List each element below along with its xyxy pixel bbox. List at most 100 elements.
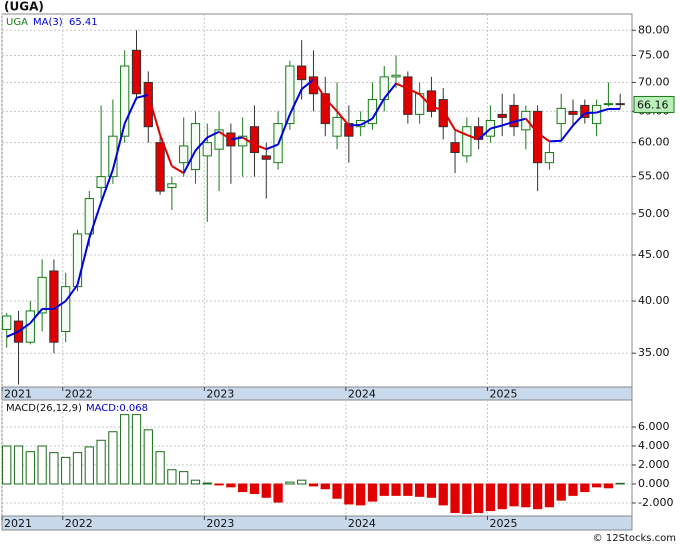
candle-body (403, 76, 413, 115)
ma-segment (477, 127, 492, 141)
macd-bar (509, 483, 519, 507)
ma-segment (100, 169, 114, 203)
macd-bar (367, 483, 378, 502)
ma-segment (136, 93, 149, 99)
x-tick-label: 2025 (489, 517, 517, 530)
ma-segment (6, 330, 19, 338)
macd-bar (415, 483, 425, 497)
y-tick-label: 50.00 (638, 207, 670, 220)
candle-body (450, 142, 460, 154)
macd-bar (544, 483, 555, 508)
ma-segment (206, 130, 220, 139)
y-tick-label: 2.000 (638, 458, 670, 471)
macd-bar (72, 452, 83, 485)
macd-bar (308, 483, 319, 487)
ma-segment (288, 88, 303, 115)
ma-segment (537, 132, 550, 143)
candle-body (391, 74, 401, 78)
x-tick-label: 2024 (348, 388, 376, 401)
candle-body (532, 110, 543, 164)
ma-segment (596, 108, 609, 114)
macd-bar (226, 483, 236, 488)
ma-segment (76, 237, 91, 286)
candle-body (497, 113, 507, 118)
ma-segment (360, 117, 373, 126)
macd-bar (37, 445, 47, 485)
macd-bar (297, 479, 307, 485)
macd-bar (61, 456, 71, 485)
ma-segment (324, 97, 338, 113)
candle-body (344, 123, 354, 137)
macd-bar (261, 483, 271, 498)
macd-bar (332, 483, 342, 499)
candle-body (155, 142, 165, 192)
macd-bar (497, 483, 507, 510)
ma-segment (501, 120, 515, 127)
y-tick-label: 0.000 (638, 477, 670, 490)
ma-segment (230, 136, 243, 141)
candle-body (261, 155, 271, 160)
ma-segment (182, 150, 197, 174)
ma-segment (159, 134, 173, 167)
macd-bar (485, 483, 496, 512)
macd-bar (167, 469, 177, 485)
last-price: 66.16 (637, 98, 669, 111)
plot-area (1, 13, 633, 388)
macd-bar (202, 482, 212, 485)
ma-segment (312, 79, 327, 99)
candle-body (96, 176, 106, 188)
ma-segment (53, 300, 67, 310)
y-tick-label: 45.00 (638, 248, 670, 261)
ma-segment (17, 322, 31, 333)
ma-segment (123, 97, 138, 125)
macd-bar (391, 483, 401, 496)
macd-bar (591, 483, 602, 488)
macd-bar (273, 483, 283, 503)
y-tick-label: 60.00 (638, 136, 670, 149)
candle-body (285, 65, 295, 125)
ma-segment (407, 87, 421, 96)
ma-segment (242, 136, 255, 146)
ma-segment (265, 143, 279, 151)
ma-segment (490, 124, 503, 130)
macd-bar (403, 483, 413, 496)
candle-body (603, 103, 614, 106)
macd-bar (580, 483, 590, 493)
macd-bar (25, 451, 35, 485)
macd-bar (96, 439, 106, 485)
candle-body (84, 198, 94, 235)
macd-bar (426, 483, 437, 498)
ma-segment (454, 128, 468, 136)
ma-segment (572, 112, 586, 127)
x-tick-label: 2021 (4, 517, 32, 530)
ma-segment (513, 117, 527, 123)
x-tick-label: 2024 (348, 517, 376, 530)
candle-body (179, 145, 189, 164)
macd-bar (120, 414, 130, 485)
ma-segment (29, 308, 43, 324)
ma-segment (111, 123, 126, 170)
candle-body (568, 110, 578, 115)
candle-body (249, 126, 260, 154)
macd-bar (556, 483, 566, 501)
macd-bar (356, 483, 366, 506)
candle-body (615, 103, 625, 106)
candle-body (72, 233, 83, 288)
candle-body (131, 49, 142, 95)
candle-body (462, 126, 472, 157)
candle-body (167, 183, 177, 188)
macd-bar (155, 451, 165, 485)
macd-bar (143, 429, 153, 485)
ma-segment (171, 165, 185, 174)
macd-bar (532, 483, 543, 510)
ma-segment (88, 202, 103, 239)
ma-segment (466, 133, 479, 141)
macd-bar (108, 431, 118, 485)
y-tick-label: 75.00 (638, 48, 670, 61)
candle-body (2, 315, 12, 330)
candle-body (580, 104, 590, 118)
macd-bar (568, 483, 578, 496)
candle-body (120, 65, 130, 137)
date-strip (1, 386, 633, 401)
